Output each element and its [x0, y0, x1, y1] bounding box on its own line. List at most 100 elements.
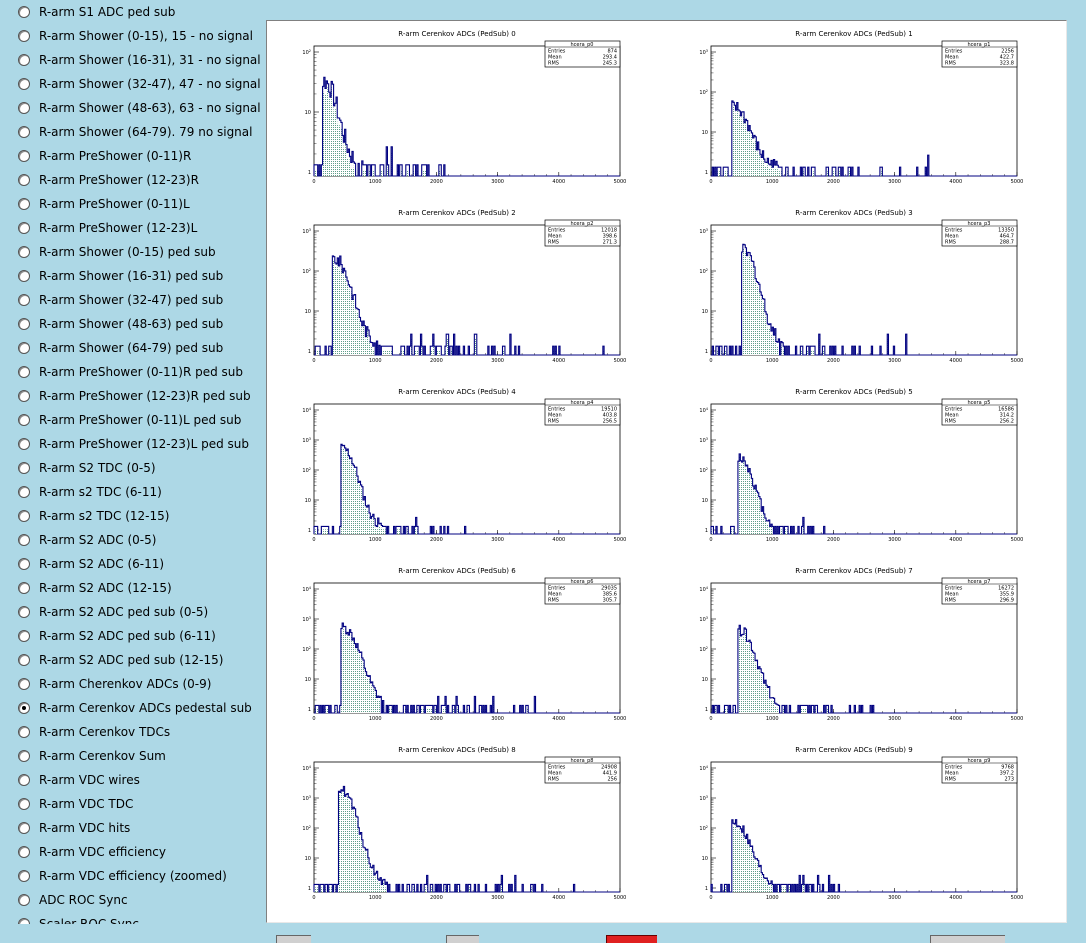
menu-item[interactable]: R-arm PreShower (0-11)L ped sub [18, 410, 241, 430]
menu-item[interactable]: R-arm s2 TDC (12-15) [18, 506, 169, 526]
menu-item[interactable]: R-arm VDC TDC [18, 794, 133, 814]
menu-item[interactable]: R-arm VDC efficiency [18, 842, 166, 862]
menu-item[interactable]: R-arm Cherenkov ADCs (0-9) [18, 674, 211, 694]
menu-item[interactable]: R-arm S2 ADC (0-5) [18, 530, 156, 550]
menu-item[interactable]: R-arm Shower (32-47) ped sub [18, 290, 223, 310]
menu-item[interactable]: R-arm PreShower (0-11)R [18, 146, 191, 166]
y-tick-label: 10 [305, 498, 311, 504]
toolbar-button-3[interactable] [930, 935, 1005, 943]
histogram-fill [712, 628, 874, 713]
menu-item[interactable]: R-arm PreShower (12-23)R ped sub [18, 386, 251, 406]
stats-name: hcera_p3 [968, 221, 991, 227]
radio-icon[interactable] [18, 438, 30, 450]
menu-item[interactable]: R-arm Shower (48-63) ped sub [18, 314, 223, 334]
menu-item[interactable]: R-arm Shower (32-47), 47 - no signal [18, 74, 261, 94]
menu-item[interactable]: R-arm Shower (16-31) ped sub [18, 266, 223, 286]
radio-icon[interactable] [18, 630, 30, 642]
radio-icon[interactable] [18, 30, 30, 42]
radio-icon[interactable] [18, 678, 30, 690]
histogram-line [313, 76, 620, 177]
radio-icon[interactable] [18, 750, 30, 762]
radio-icon[interactable] [18, 870, 30, 882]
menu-item[interactable]: R-arm S2 ADC ped sub (6-11) [18, 626, 216, 646]
radio-icon[interactable] [18, 414, 30, 426]
radio-icon[interactable] [18, 198, 30, 210]
x-tick-label: 5000 [614, 537, 627, 543]
menu-item[interactable]: R-arm S2 ADC ped sub (0-5) [18, 602, 208, 622]
stats-label: RMS [548, 777, 559, 783]
menu-item[interactable]: R-arm PreShower (12-23)R [18, 170, 199, 190]
radio-icon[interactable] [18, 798, 30, 810]
menu-item[interactable]: R-arm VDC efficiency (zoomed) [18, 866, 227, 886]
menu-item[interactable]: R-arm S2 TDC (0-5) [18, 458, 156, 478]
toolbar-button-red[interactable] [606, 935, 657, 943]
radio-icon[interactable] [18, 390, 30, 402]
radio-icon[interactable] [18, 462, 30, 474]
radio-icon[interactable] [18, 270, 30, 282]
radio-icon[interactable] [18, 606, 30, 618]
toolbar-button-1[interactable] [276, 935, 311, 943]
stats-value: 355.9 [1000, 592, 1014, 598]
menu-item-label: R-arm PreShower (0-11)R [39, 149, 192, 163]
menu-item[interactable]: R-arm Shower (64-79). 79 no signal [18, 122, 252, 142]
menu-item[interactable]: R-arm PreShower (12-23)L ped sub [18, 434, 249, 454]
radio-icon[interactable] [18, 918, 30, 924]
menu-item[interactable]: R-arm Cerenkov ADCs pedestal sub [18, 698, 252, 718]
menu-item[interactable]: R-arm S2 ADC (12-15) [18, 578, 172, 598]
menu-item[interactable]: R-arm Cerenkov Sum [18, 746, 166, 766]
radio-icon[interactable] [18, 654, 30, 666]
radio-icon[interactable] [18, 726, 30, 738]
radio-icon[interactable] [18, 366, 30, 378]
radio-icon[interactable] [18, 774, 30, 786]
menu-item[interactable]: R-arm Shower (16-31), 31 - no signal [18, 50, 261, 70]
menu-item[interactable]: R-arm S1 ADC ped sub [18, 2, 175, 22]
menu-item[interactable]: R-arm Shower (64-79) ped sub [18, 338, 223, 358]
menu-item-label: R-arm s2 TDC (6-11) [39, 485, 162, 499]
menu-item[interactable]: R-arm PreShower (12-23)L [18, 218, 197, 238]
menu-item[interactable]: R-arm Cerenkov TDCs [18, 722, 170, 742]
radio-icon[interactable] [18, 702, 30, 714]
menu-item[interactable]: R-arm Shower (0-15) ped sub [18, 242, 216, 262]
menu-item[interactable]: R-arm S2 ADC (6-11) [18, 554, 164, 574]
menu-item[interactable]: Scaler ROC Sync [18, 914, 139, 924]
stats-label: RMS [548, 419, 559, 425]
radio-icon[interactable] [18, 246, 30, 258]
radio-icon[interactable] [18, 510, 30, 522]
x-tick-label: 3000 [491, 358, 504, 364]
radio-icon[interactable] [18, 6, 30, 18]
radio-icon[interactable] [18, 846, 30, 858]
radio-icon[interactable] [18, 222, 30, 234]
radio-icon[interactable] [18, 558, 30, 570]
radio-icon[interactable] [18, 54, 30, 66]
radio-icon[interactable] [18, 150, 30, 162]
radio-icon[interactable] [18, 294, 30, 306]
radio-icon[interactable] [18, 486, 30, 498]
radio-icon[interactable] [18, 894, 30, 906]
menu-item[interactable]: ADC ROC Sync [18, 890, 128, 910]
menu-item[interactable]: R-arm Shower (0-15), 15 - no signal [18, 26, 253, 46]
stats-label: RMS [548, 240, 559, 246]
radio-icon[interactable] [18, 318, 30, 330]
histogram-panel: R-arm Cerenkov ADCs (PedSub) 9 hcera_p9 En… [699, 746, 1023, 901]
stats-name: hcera_p9 [968, 758, 991, 764]
toolbar-button-2[interactable] [446, 935, 479, 943]
menu-item[interactable]: R-arm s2 TDC (6-11) [18, 482, 162, 502]
menu-item[interactable]: R-arm Shower (48-63), 63 - no signal [18, 98, 261, 118]
menu-item-label: R-arm Shower (64-79). 79 no signal [39, 125, 253, 139]
x-tick-label: 4000 [949, 895, 962, 901]
radio-icon[interactable] [18, 342, 30, 354]
menu-item[interactable]: R-arm S2 ADC ped sub (12-15) [18, 650, 223, 670]
x-tick-label: 5000 [1011, 895, 1024, 901]
radio-icon[interactable] [18, 582, 30, 594]
radio-icon[interactable] [18, 78, 30, 90]
radio-icon[interactable] [18, 174, 30, 186]
radio-icon[interactable] [18, 534, 30, 546]
menu-item[interactable]: R-arm PreShower (0-11)L [18, 194, 190, 214]
radio-icon[interactable] [18, 126, 30, 138]
stats-box [941, 398, 1018, 426]
radio-icon[interactable] [18, 822, 30, 834]
menu-item[interactable]: R-arm VDC wires [18, 770, 140, 790]
menu-item[interactable]: R-arm PreShower (0-11)R ped sub [18, 362, 243, 382]
menu-item[interactable]: R-arm VDC hits [18, 818, 130, 838]
radio-icon[interactable] [18, 102, 30, 114]
